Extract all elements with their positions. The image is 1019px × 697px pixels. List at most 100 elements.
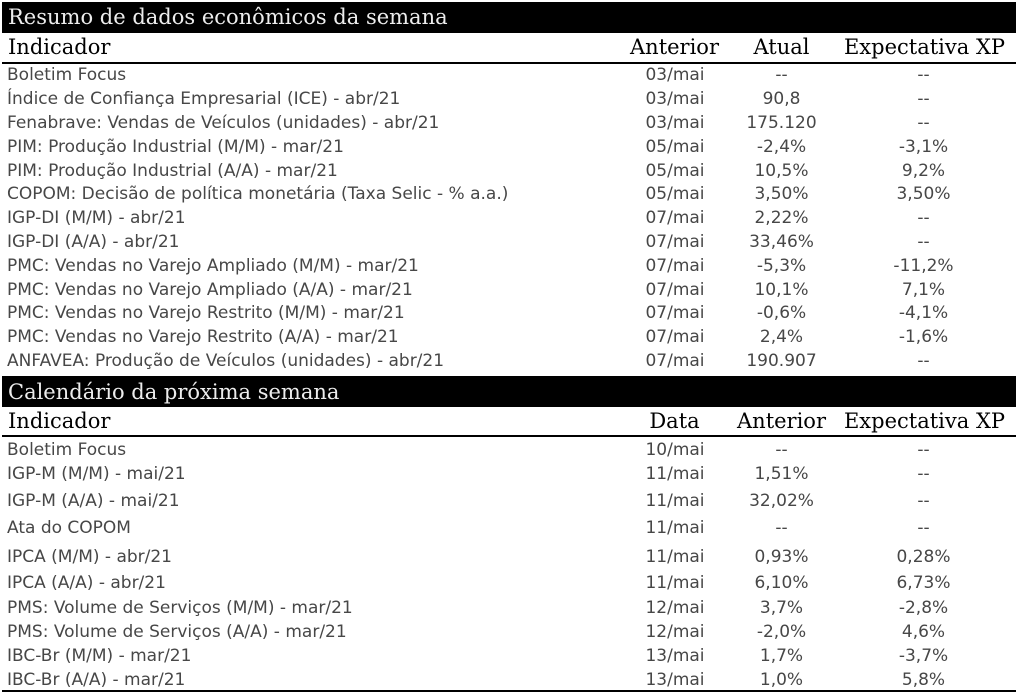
value-cell: 3,7%: [759, 597, 804, 618]
expectation-cell: --: [917, 350, 930, 371]
table-row: IGP-M (A/A) - mai/21 11/mai 32,02% --: [2, 489, 1016, 513]
value-cell: 3,50%: [754, 184, 809, 205]
date-cell: 05/mai: [645, 184, 705, 205]
indicator-cell: PMC: Vendas no Varejo Restrito (A/A) - m…: [7, 327, 399, 348]
calendar-header-anterior: Anterior: [737, 409, 826, 433]
date-cell: 07/mai: [645, 303, 705, 324]
table-row: IGP-M (M/M) - mai/21 11/mai 1,51% --: [2, 462, 1016, 486]
summary-header-rule: [2, 62, 1016, 64]
expectation-cell: -11,2%: [893, 255, 954, 276]
date-cell: 11/mai: [645, 490, 705, 511]
expectation-cell: --: [917, 439, 930, 460]
summary-header-atual: Atual: [753, 35, 810, 59]
value-cell: -2,0%: [756, 622, 807, 643]
table-row: IPCA (M/M) - abr/21 11/mai 0,93% 0,28%: [2, 545, 1016, 569]
calendar-title: Calendário da próxima semana: [8, 380, 340, 404]
table-row: IGP-DI (A/A) - abr/21 07/mai 33,46% --: [2, 230, 1016, 254]
expectation-cell: -4,1%: [898, 303, 949, 324]
indicator-cell: PIM: Produção Industrial (A/A) - mar/21: [7, 160, 338, 181]
indicator-cell: ANFAVEA: Produção de Veículos (unidades)…: [7, 350, 445, 371]
indicator-cell: PMC: Vendas no Varejo Ampliado (M/M) - m…: [7, 255, 419, 276]
expectation-cell: --: [917, 518, 930, 539]
expectation-cell: 4,6%: [901, 622, 946, 643]
indicator-cell: IGP-DI (M/M) - abr/21: [7, 208, 186, 229]
date-cell: 11/mai: [645, 546, 705, 567]
value-cell: -5,3%: [756, 255, 807, 276]
table-row: PMC: Vendas no Varejo Restrito (M/M) - m…: [2, 301, 1016, 325]
indicator-cell: IGP-M (M/M) - mai/21: [7, 463, 186, 484]
date-cell: 12/mai: [645, 597, 705, 618]
table-row: Boletim Focus 03/mai -- --: [2, 63, 1016, 87]
indicator-cell: Ata do COPOM: [7, 518, 131, 539]
expectation-cell: -3,1%: [898, 136, 949, 157]
expectation-cell: -1,6%: [898, 327, 949, 348]
expectation-cell: -2,8%: [898, 597, 949, 618]
date-cell: 07/mai: [645, 231, 705, 252]
indicator-cell: Boletim Focus: [7, 65, 127, 86]
date-cell: 03/mai: [645, 112, 705, 133]
value-cell: 1,7%: [759, 646, 804, 667]
date-cell: 11/mai: [645, 518, 705, 539]
calendar-header-rule: [2, 435, 1016, 437]
table-row: ANFAVEA: Produção de Veículos (unidades)…: [2, 349, 1016, 373]
expectation-cell: --: [917, 208, 930, 229]
indicator-cell: IPCA (M/M) - abr/21: [7, 546, 172, 567]
expectation-cell: --: [917, 231, 930, 252]
indicator-cell: IBC-Br (M/M) - mar/21: [7, 646, 192, 667]
table-row: IBC-Br (A/A) - mar/21 13/mai 1,0% 5,8%: [2, 668, 1016, 692]
calendar-header-data: Data: [649, 409, 700, 433]
calendar-header-row: Indicador Data Anterior Expectativa XP: [2, 407, 1016, 435]
date-cell: 03/mai: [645, 65, 705, 86]
expectation-cell: 9,2%: [901, 160, 946, 181]
expectation-cell: -3,7%: [898, 646, 949, 667]
summary-header-indicator: Indicador: [8, 35, 111, 59]
calendar-header-indicator: Indicador: [8, 409, 111, 433]
indicator-cell: IPCA (A/A) - abr/21: [7, 573, 166, 594]
expectation-cell: 6,73%: [896, 573, 951, 594]
table-row: Fenabrave: Vendas de Veículos (unidades)…: [2, 111, 1016, 135]
value-cell: 6,10%: [754, 573, 809, 594]
summary-header-row: Indicador Anterior Atual Expectativa XP: [2, 33, 1016, 62]
expectation-cell: --: [917, 463, 930, 484]
table-row: PMS: Volume de Serviços (M/M) - mar/21 12…: [2, 596, 1016, 620]
value-cell: 2,22%: [754, 208, 809, 229]
value-cell: 1,51%: [754, 463, 809, 484]
table-row: COPOM: Decisão de política monetária (Ta…: [2, 182, 1016, 206]
indicator-cell: IGP-DI (A/A) - abr/21: [7, 231, 180, 252]
expectation-cell: --: [917, 490, 930, 511]
table-row: IBC-Br (M/M) - mar/21 13/mai 1,7% -3,7%: [2, 644, 1016, 668]
value-cell: --: [775, 439, 788, 460]
indicator-cell: IBC-Br (A/A) - mar/21: [7, 669, 186, 690]
table-row: PMS: Volume de Serviços (A/A) - mar/21 12…: [2, 620, 1016, 644]
date-cell: 07/mai: [645, 327, 705, 348]
date-cell: 12/mai: [645, 622, 705, 643]
expectation-cell: --: [917, 112, 930, 133]
table-row: PIM: Produção Industrial (M/M) - mar/21 0…: [2, 135, 1016, 159]
calendar-header-expectativa: Expectativa XP: [843, 409, 1006, 433]
date-cell: 11/mai: [645, 463, 705, 484]
table-row: Índice de Confiança Empresarial (ICE) - …: [2, 87, 1016, 111]
table-row: IGP-DI (M/M) - abr/21 07/mai 2,22% --: [2, 206, 1016, 230]
value-cell: 190.907: [746, 350, 817, 371]
date-cell: 03/mai: [645, 89, 705, 110]
indicator-cell: COPOM: Decisão de política monetária (Ta…: [7, 184, 509, 205]
indicator-cell: PIM: Produção Industrial (M/M) - mar/21: [7, 136, 344, 157]
value-cell: 10,1%: [754, 279, 809, 300]
value-cell: -2,4%: [756, 136, 807, 157]
value-cell: 175.120: [746, 112, 817, 133]
indicator-cell: Boletim Focus: [7, 439, 127, 460]
expectation-cell: --: [917, 89, 930, 110]
indicator-cell: PMC: Vendas no Varejo Restrito (M/M) - m…: [7, 303, 405, 324]
value-cell: --: [775, 518, 788, 539]
indicator-cell: PMC: Vendas no Varejo Ampliado (A/A) - m…: [7, 279, 413, 300]
summary-title-band: Resumo de dados econômicos da semana: [2, 2, 1016, 33]
table-row: PMC: Vendas no Varejo Ampliado (A/A) - m…: [2, 278, 1016, 302]
date-cell: 11/mai: [645, 573, 705, 594]
date-cell: 07/mai: [645, 255, 705, 276]
value-cell: 10,5%: [754, 160, 809, 181]
expectation-cell: 7,1%: [901, 279, 946, 300]
date-cell: 07/mai: [645, 208, 705, 229]
table-row: PIM: Produção Industrial (A/A) - mar/21 0…: [2, 159, 1016, 183]
summary-header-anterior: Anterior: [630, 35, 719, 59]
